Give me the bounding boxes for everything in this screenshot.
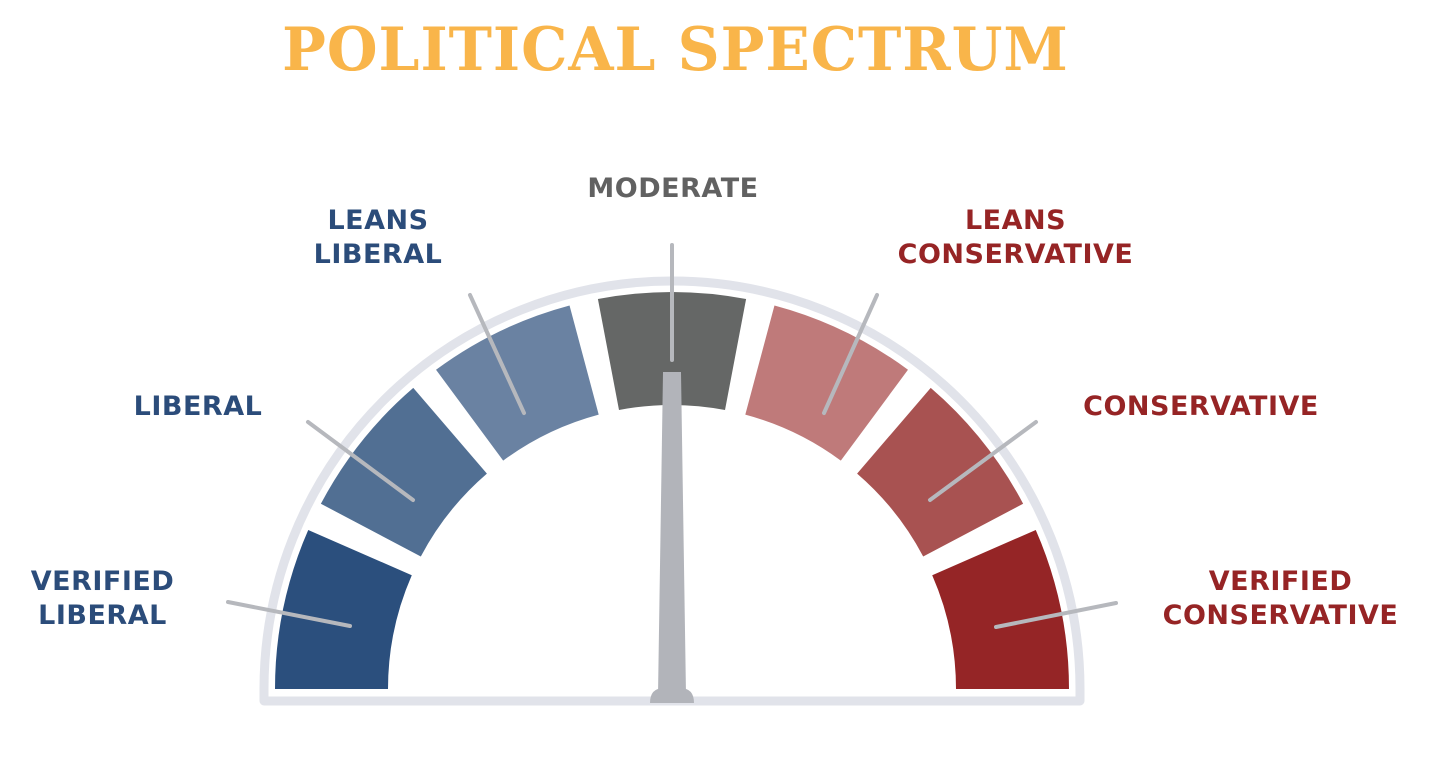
segment-leans-conservative [745,305,908,461]
label-liberal: LIBERAL [133,391,263,422]
label-leans-liberal: LEANS LIBERAL [313,205,443,270]
gauge-outline [259,276,1085,706]
label-moderate: MODERATE [587,173,759,204]
needle-shaft [658,372,686,695]
leader-line-leans-conservative [822,293,879,415]
page-title: POLITICAL SPECTRUM [282,15,1069,85]
segment-conservative [857,387,1024,557]
leader-line-conservative [928,420,1038,502]
leader-line-verified-liberal [226,600,352,628]
leader-line-verified-conservative [994,601,1118,629]
label-verified-liberal: VERIFIED LIBERAL [30,566,175,631]
leader-line-leans-liberal [468,293,526,415]
leader-lines [226,243,1118,629]
label-leans-conservative: LEANS CONSERVATIVE [897,205,1134,270]
label-conservative: CONSERVATIVE [1083,391,1319,422]
segment-leans-liberal [436,305,599,461]
leader-line-liberal [306,420,415,502]
needle [650,372,694,703]
segment-liberal [320,387,487,557]
needle-base [650,688,694,703]
gauge-segments [275,291,1069,689]
segment-verified-liberal [275,529,412,689]
label-verified-conservative: VERIFIED CONSERVATIVE [1162,566,1399,631]
segment-verified-conservative [932,529,1069,689]
